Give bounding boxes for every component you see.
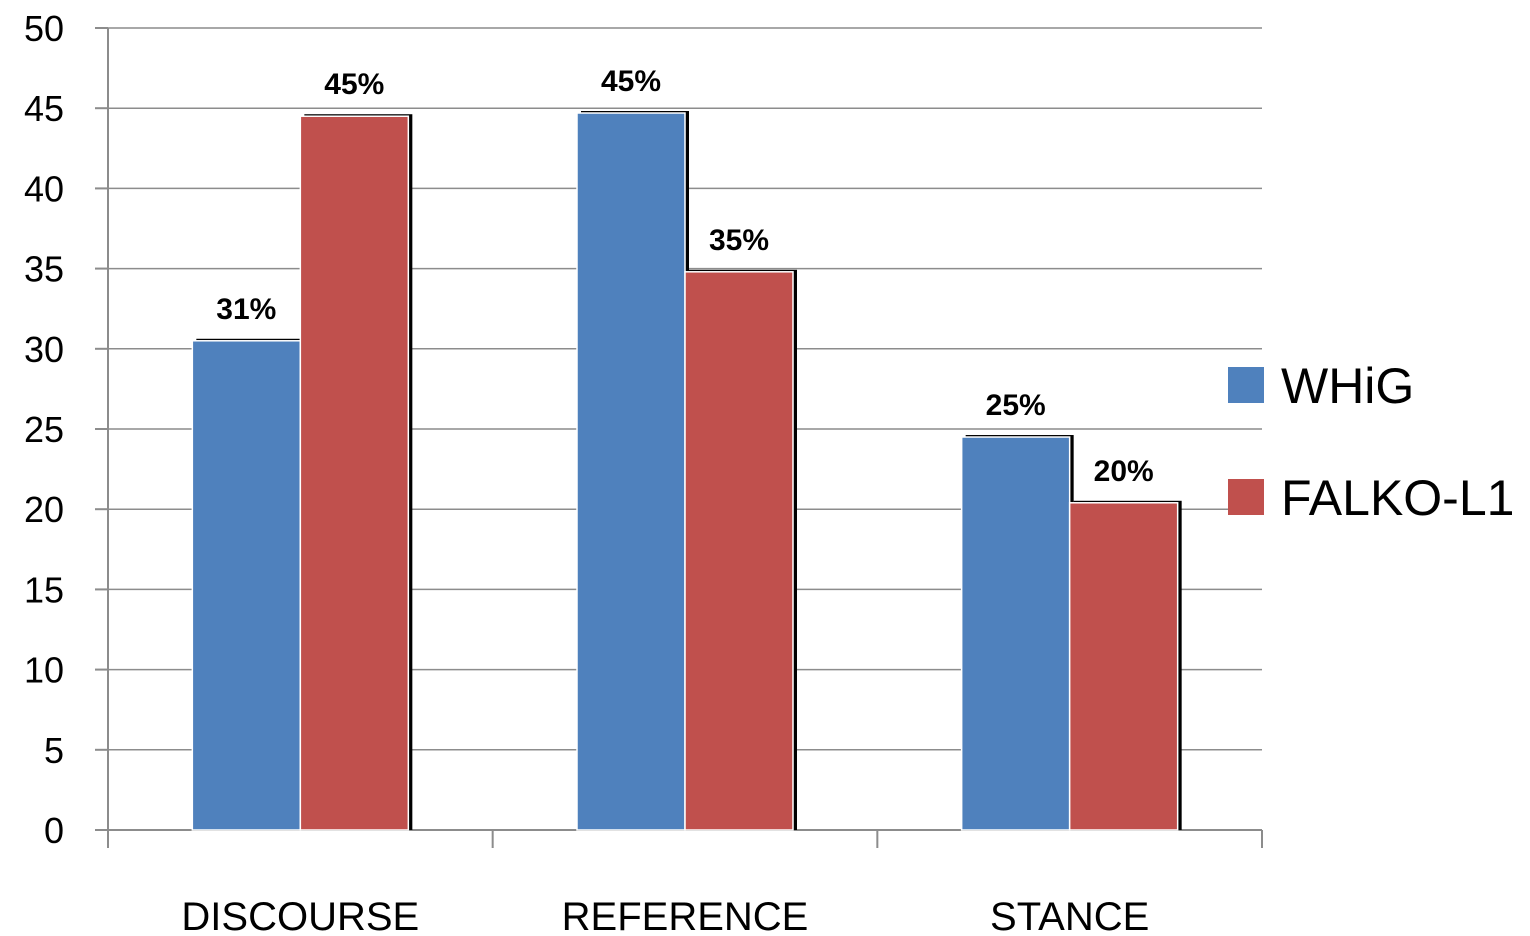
data-label: 20% [1094, 455, 1154, 488]
labels: 31% 45% DISCOURSE 45% 35% REFERENCE 25% 20% STAN… [181, 65, 1153, 936]
y-tick-label: 50 [24, 8, 64, 49]
data-label: 25% [986, 389, 1046, 422]
bar-falko-l1-reference [684, 271, 794, 831]
y-tick-label: 20 [24, 489, 64, 530]
data-label: 45% [601, 65, 661, 98]
data-label: 45% [324, 68, 384, 101]
legend: WHiG FALKO-L1 [1228, 358, 1514, 526]
axes: 0 5 10 15 20 25 30 35 40 45 50 [24, 8, 1263, 851]
y-tick-label: 10 [24, 650, 64, 691]
x-category-label: STANCE [990, 895, 1149, 936]
x-category-label: REFERENCE [562, 895, 809, 936]
y-tick-label: 25 [24, 409, 64, 450]
bar-whig-discourse [191, 340, 302, 831]
legend-label: WHiG [1281, 358, 1414, 414]
y-tick-label: 45 [24, 88, 64, 129]
legend-label: FALKO-L1 [1281, 470, 1514, 526]
bar-falko-l1-stance [1068, 502, 1179, 831]
y-tick-label: 15 [24, 569, 64, 610]
y-tick-label: 35 [24, 249, 64, 290]
bar-whig-stance [960, 436, 1071, 831]
y-tick-label: 0 [44, 810, 64, 851]
bars [191, 111, 1182, 831]
y-tick-label: 5 [44, 730, 64, 771]
y-tick-label: 40 [24, 168, 64, 209]
bar-whig-reference [576, 112, 686, 831]
data-label: 31% [216, 293, 276, 326]
legend-swatch [1228, 367, 1264, 403]
x-category-label: DISCOURSE [181, 895, 419, 936]
y-tick-label: 30 [24, 329, 64, 370]
data-label: 35% [709, 224, 769, 257]
bar-falko-l1-discourse [299, 115, 410, 831]
legend-swatch [1228, 479, 1264, 515]
